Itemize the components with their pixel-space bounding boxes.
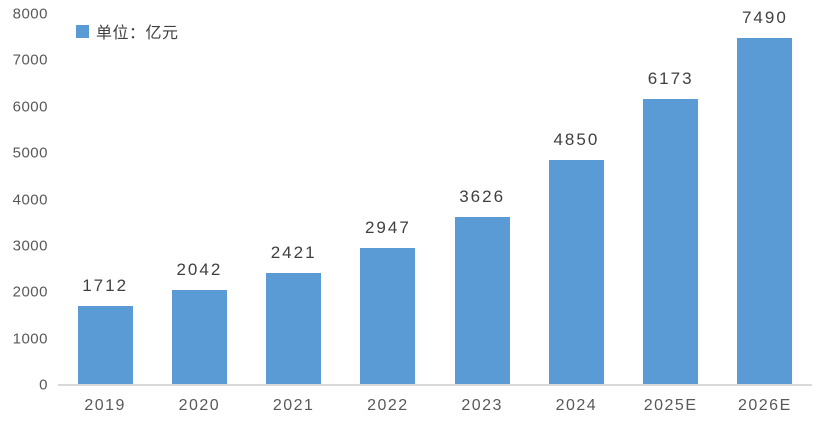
- bar-2025E: [643, 98, 699, 384]
- y-axis-tick-label: 7000: [12, 51, 48, 69]
- bar-value-label-2021: 2421: [270, 242, 317, 262]
- bar-value-label-2020: 2042: [176, 260, 223, 280]
- bar-2026E: [737, 37, 793, 384]
- y-axis-tick-label: 3000: [12, 237, 48, 255]
- bar-2021: [266, 272, 322, 384]
- bar-2023: [454, 216, 510, 384]
- y-axis-tick-label: 1000: [12, 330, 48, 348]
- y-axis-tick-label: 2000: [12, 283, 48, 301]
- bar-2020: [171, 290, 227, 384]
- bar-value-label-2022: 2947: [364, 218, 411, 238]
- bar-value-label-2024: 4850: [553, 130, 600, 150]
- bar-value-label-2026E: 7490: [741, 7, 788, 27]
- bar-2022: [360, 248, 416, 384]
- bar-value-label-2025E: 6173: [647, 68, 694, 88]
- y-axis-tick-label: 5000: [12, 144, 48, 162]
- legend-swatch-icon: [76, 24, 89, 38]
- legend: 单位：亿元: [76, 19, 179, 43]
- x-axis-tick-label-2019: 2019: [84, 397, 126, 414]
- x-axis-tick-label-2025E: 2025E: [643, 397, 698, 414]
- y-axis-tick-label: 8000: [12, 5, 48, 23]
- x-axis-tick-label-2020: 2020: [178, 397, 221, 414]
- bar-2024: [548, 160, 604, 384]
- x-axis-tick-label-2024: 2024: [555, 397, 598, 414]
- bar-2019: [77, 305, 133, 384]
- legend-label: 单位：亿元: [96, 25, 179, 42]
- x-axis-tick-label-2026E: 2026E: [737, 397, 792, 414]
- y-axis-tick-label: 4000: [12, 191, 48, 208]
- y-axis-tick-label: 0: [39, 376, 48, 394]
- bar-value-label-2023: 3626: [459, 186, 506, 206]
- x-axis-tick-label-2022: 2022: [367, 397, 409, 414]
- x-axis-line: [58, 384, 812, 386]
- x-axis-tick-label-2023: 2023: [461, 397, 503, 414]
- x-axis-tick-label-2021: 2021: [272, 397, 315, 414]
- bar-value-label-2019: 1712: [82, 275, 129, 295]
- y-axis-tick-label: 6000: [12, 98, 48, 116]
